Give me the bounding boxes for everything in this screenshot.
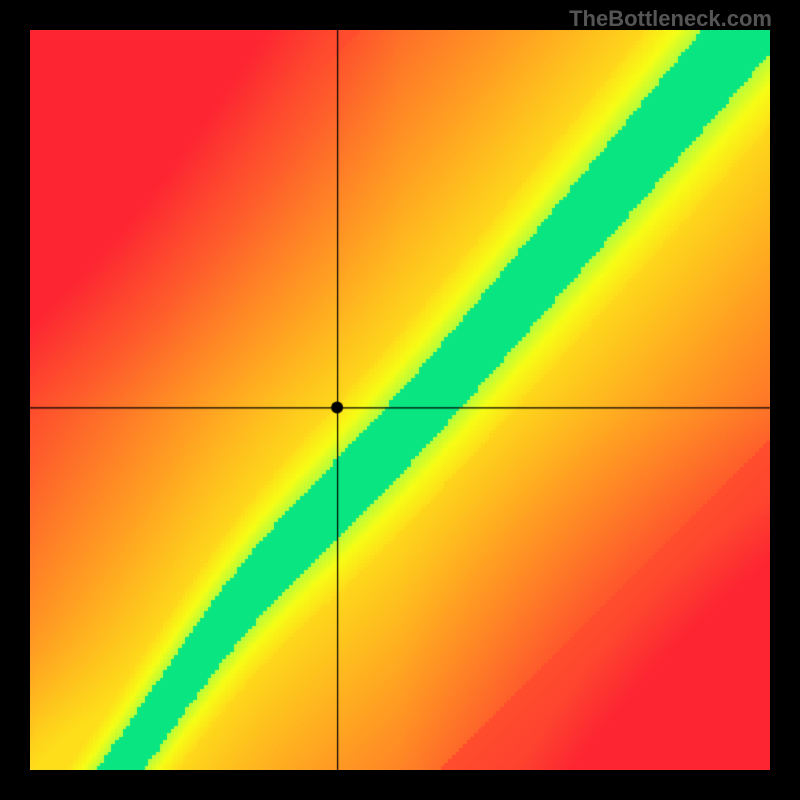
bottleneck-heatmap [30, 30, 770, 770]
watermark-text: TheBottleneck.com [569, 6, 772, 32]
chart-container: { "watermark": { "text": "TheBottleneck.… [0, 0, 800, 800]
